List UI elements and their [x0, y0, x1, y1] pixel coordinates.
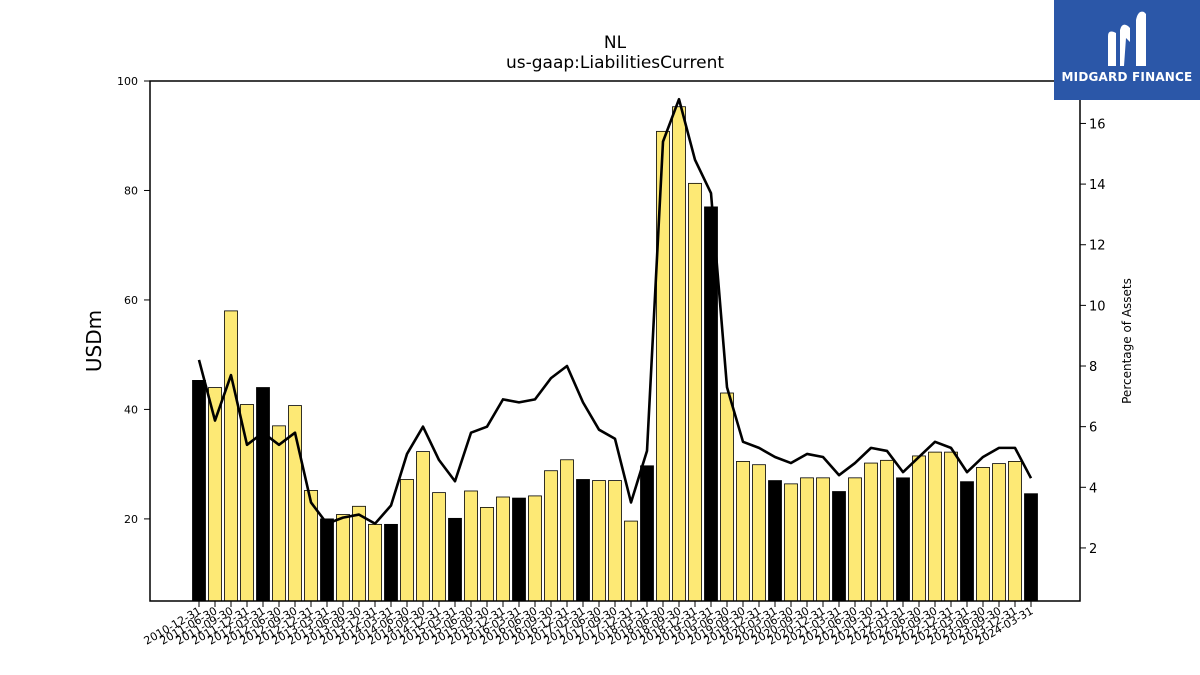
logo-text: MIDGARD FINANCE	[1061, 70, 1193, 84]
logo-mark-icon	[1108, 11, 1146, 67]
y2-tick-label: 10	[1089, 299, 1106, 314]
bar-2023-03-31	[976, 467, 990, 602]
bar-2018-09-30	[688, 182, 702, 602]
bar-2019-03-31	[720, 392, 734, 602]
bar-2021-03-31	[848, 477, 862, 602]
y2-tick-label: 4	[1089, 481, 1097, 496]
bar-2015-06-30	[480, 506, 494, 602]
bar-2023-12-31	[1024, 493, 1038, 602]
bar-2018-06-30	[672, 106, 686, 602]
bar-2014-12-31	[448, 517, 462, 602]
bar-2017-03-31	[592, 480, 606, 602]
y2-tick-label: 8	[1089, 360, 1097, 375]
y2-tick-label: 12	[1089, 239, 1106, 254]
bar-2023-09-30	[1008, 461, 1022, 602]
bar-2017-06-30	[608, 480, 622, 602]
bar-2017-12-31	[640, 465, 654, 602]
bar-2017-09-30	[624, 520, 638, 602]
y2-tick-label: 14	[1089, 178, 1106, 193]
y-tick-label: 60	[124, 294, 138, 307]
bar-2016-03-31	[528, 495, 542, 602]
x-axis-ticks: 2010-12-312011-06-302011-09-302011-12-31…	[142, 601, 1036, 648]
bar-2011-09-30	[240, 404, 254, 602]
bar-2013-09-30	[368, 523, 382, 602]
bar-2018-03-31	[656, 130, 670, 602]
bar-2021-06-30	[864, 462, 878, 602]
bar-2022-06-30	[928, 451, 942, 602]
line-group	[197, 97, 1033, 525]
bar-2022-03-31	[912, 455, 926, 602]
y2-tick-label: 2	[1089, 542, 1097, 557]
bar-2015-03-31	[464, 490, 478, 602]
bar-2014-09-30	[432, 492, 446, 602]
bar-2019-06-30	[736, 461, 750, 602]
bar-2013-03-31	[336, 514, 350, 602]
bar-2022-12-31	[960, 481, 974, 602]
bar-2018-12-31	[704, 206, 718, 602]
bar-2013-12-31	[384, 523, 398, 602]
midgard-finance-logo: MIDGARD FINANCE	[1054, 0, 1200, 100]
chart-title: NL	[604, 33, 627, 53]
bar-2016-06-30	[544, 470, 558, 602]
y2-tick-label: 6	[1089, 421, 1097, 436]
bar-2021-09-30	[880, 459, 894, 602]
bar-2016-12-31	[576, 479, 590, 602]
bar-2010-12-31	[192, 380, 206, 602]
bar-2020-06-30	[800, 477, 814, 602]
y-axis-ticks: 20 40 60 80 100	[117, 75, 150, 526]
bar-2019-12-31	[768, 480, 782, 602]
bar-2013-06-30	[352, 505, 366, 602]
bar-2020-03-31	[784, 483, 798, 602]
bar-2015-09-30	[496, 496, 510, 602]
bar-group	[192, 106, 1038, 602]
bar-2023-06-30	[992, 463, 1006, 602]
y-tick-label: 20	[124, 513, 138, 526]
y-tick-label: 100	[117, 75, 138, 88]
bar-2021-12-31	[896, 477, 910, 602]
chart-subtitle: us-gaap:LiabilitiesCurrent	[506, 53, 724, 73]
bar-2014-03-31	[400, 479, 414, 602]
bar-2012-03-31	[272, 425, 286, 602]
y-tick-label: 40	[124, 403, 138, 416]
bar-2011-06-30	[224, 310, 238, 602]
bar-2014-06-30	[416, 451, 430, 602]
y-axis-label: USDm	[82, 310, 106, 372]
bar-2012-12-31	[320, 518, 334, 602]
y-tick-label: 80	[124, 184, 138, 197]
bar-2022-09-30	[944, 451, 958, 602]
y2-axis-ticks: 2 4 6 8 10 12 14 16	[1080, 117, 1106, 557]
line-series-percentage-of-assets	[197, 97, 1033, 525]
bar-2019-09-30	[752, 464, 766, 602]
bar-2020-09-30	[816, 477, 830, 602]
bar-2015-12-31	[512, 497, 526, 602]
y2-tick-label: 16	[1089, 117, 1106, 132]
y2-axis-label: Percentage of Assets	[1120, 278, 1134, 404]
bar-2011-12-31	[256, 387, 270, 602]
bar-2016-09-30	[560, 459, 574, 602]
bar-2020-12-31	[832, 491, 846, 602]
